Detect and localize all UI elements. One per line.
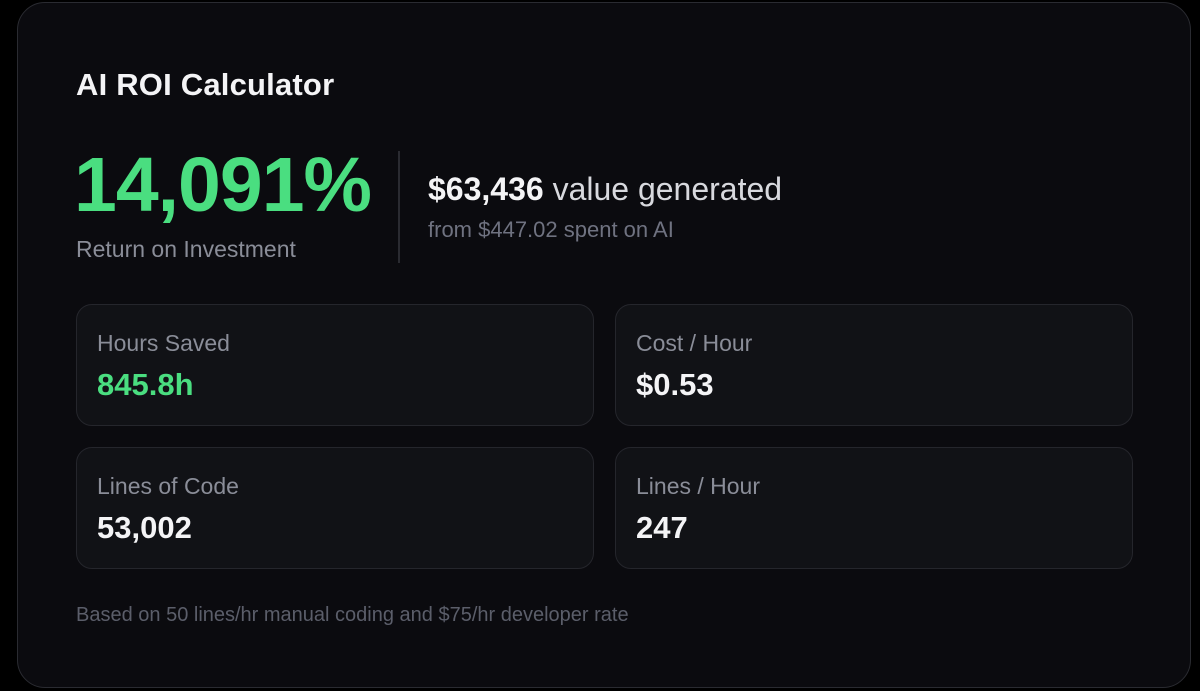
roi-calculator-card: AI ROI Calculator 14,091% Return on Inve… — [17, 2, 1191, 688]
value-generated-line: $63,436 value generated — [428, 171, 782, 208]
value-generated-amount: $63,436 — [428, 171, 544, 207]
calculator-title: AI ROI Calculator — [76, 67, 335, 102]
stat-card-hours-saved: Hours Saved 845.8h — [76, 304, 594, 426]
roi-percentage: 14,091% — [74, 142, 372, 228]
stat-card-lines-of-code: Lines of Code 53,002 — [76, 447, 594, 569]
value-generated-suffix: value generated — [543, 171, 783, 207]
roi-label: Return on Investment — [76, 236, 296, 262]
calculation-footnote: Based on 50 lines/hr manual coding and $… — [76, 604, 629, 626]
stat-label: Cost / Hour — [636, 330, 753, 356]
stat-card-cost-per-hour: Cost / Hour $0.53 — [615, 304, 1133, 426]
stat-value: $0.53 — [636, 367, 714, 402]
vertical-divider — [398, 151, 400, 263]
stat-label: Lines of Code — [97, 473, 239, 499]
stat-card-lines-per-hour: Lines / Hour 247 — [615, 447, 1133, 569]
spent-on-ai-text: from $447.02 spent on AI — [428, 217, 674, 242]
stat-label: Lines / Hour — [636, 473, 761, 499]
stat-label: Hours Saved — [97, 330, 230, 356]
stat-value: 53,002 — [97, 510, 192, 545]
stat-value: 845.8h — [97, 367, 194, 402]
stat-value: 247 — [636, 510, 688, 545]
